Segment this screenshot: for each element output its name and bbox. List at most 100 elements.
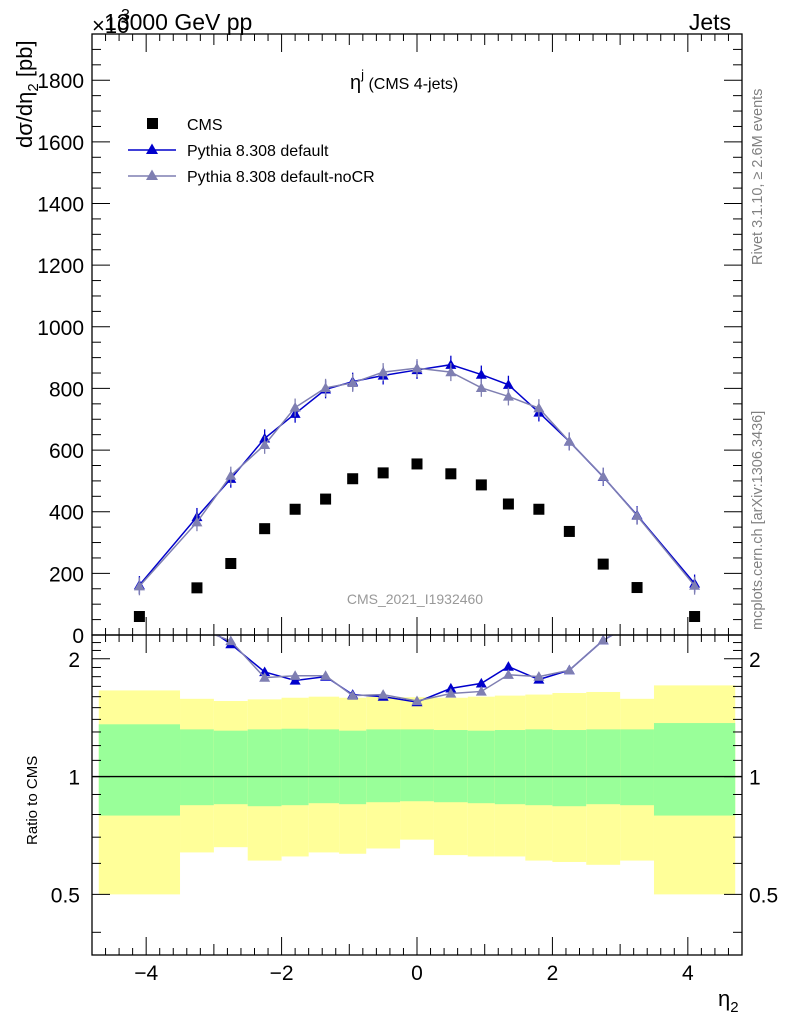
ratio-point-nocr <box>225 635 237 646</box>
uncertainty-band-stat <box>525 729 553 806</box>
energy-label: 13000 GeV pp <box>104 9 252 35</box>
y-tick-label: 1600 <box>37 132 84 155</box>
data-point-default <box>475 369 487 379</box>
ratio-point-nocr <box>377 689 389 699</box>
legend-nocr-marker <box>146 169 158 180</box>
y-tick-label: 800 <box>49 378 84 401</box>
y-tick-label: 400 <box>49 502 84 525</box>
data-point-cms <box>445 468 457 480</box>
process-label: Jets <box>689 9 731 35</box>
data-point-cms <box>563 525 575 537</box>
main-title-eta: η <box>350 72 361 94</box>
data-point-cms <box>259 523 271 535</box>
ratio-point-nocr <box>475 685 487 696</box>
x-tick-label: −2 <box>270 962 294 985</box>
ratio-y-tick-label: 2 <box>68 649 80 672</box>
data-point-cms <box>225 557 237 569</box>
mcplots-reference-label: mcplots.cern.ch [arXiv:1306.3436] <box>750 411 766 630</box>
uncertainty-band-stat <box>620 729 654 806</box>
ratio-point-default <box>445 682 457 693</box>
main-title-sup: j <box>360 67 364 82</box>
data-point-nocr <box>320 382 332 392</box>
ratio-point-nocr <box>632 615 643 625</box>
data-point-nocr <box>631 510 643 520</box>
uncertainty-band-stat <box>400 729 434 802</box>
data-point-nocr <box>563 435 575 446</box>
main-panel: 0 200 400 600 800 1000 1200 1400 1600 1800 ηj (CM… <box>12 33 743 648</box>
main-title-suffix: (CMS 4-jets) <box>364 76 458 93</box>
ratio-point-nocr <box>259 672 271 682</box>
ratio-point-default <box>689 597 700 607</box>
uncertainty-band-stat <box>339 730 367 805</box>
ratio-point-nocr <box>289 670 301 680</box>
x-axis-label: η2 <box>718 986 739 1016</box>
legend-cms-label: CMS <box>187 117 223 134</box>
x-tick-label: 4 <box>682 962 694 985</box>
uncertainty-band-stat <box>552 730 587 807</box>
data-point-cms <box>631 582 643 594</box>
ratio-point-nocr <box>502 669 514 679</box>
ratio-point-nocr <box>533 671 545 681</box>
data-point-cms <box>533 503 545 515</box>
uncertainty-band-stat <box>281 728 309 806</box>
uncertainty-band-stat <box>653 723 736 816</box>
x-axis-label-text: η <box>718 986 730 1011</box>
uncertainty-band-stat <box>366 729 401 803</box>
ratio-panel: −4 −2 0 2 40.5 0.51 12 2 Ratio to CMS η2 <box>24 597 778 1016</box>
data-point-nocr <box>689 580 701 590</box>
ratio-point-nocr <box>347 690 359 700</box>
x-tick-label: 2 <box>547 962 559 985</box>
data-point-cms <box>320 493 332 505</box>
legend-default-marker <box>146 143 158 154</box>
data-point-cms <box>289 503 301 515</box>
uncertainty-band-stat <box>494 730 526 805</box>
legend-nocr-label: Pythia 8.308 default-noCR <box>187 169 375 186</box>
ratio-point-nocr <box>320 670 332 680</box>
uncertainty-band-stat <box>213 730 248 805</box>
data-point-cms <box>191 582 203 594</box>
uncertainty-band-stat <box>247 729 282 807</box>
data-point-nocr <box>411 362 423 373</box>
data-point-cms <box>475 479 487 491</box>
y-tick-label: 200 <box>49 563 84 586</box>
ratio-point-nocr <box>445 688 457 698</box>
legend-item-default: Pythia 8.308 default <box>128 143 329 160</box>
ratio-y-tick-label-right: 2 <box>749 649 761 672</box>
y-tick-label: 1000 <box>37 317 84 340</box>
uncertainty-band-stat <box>180 729 214 806</box>
data-point-nocr <box>259 439 271 449</box>
ratio-y-tick-label: 0.5 <box>51 884 80 907</box>
data-point-nocr <box>377 366 389 377</box>
data-point-cms <box>377 467 389 479</box>
ratio-point-default <box>632 615 643 625</box>
y-tick-label: 1400 <box>37 194 84 217</box>
ratio-y-tick-label-right: 1 <box>749 767 761 790</box>
ratio-y-tick-label-right: 0.5 <box>749 884 778 907</box>
series-line-nocr <box>138 367 696 587</box>
ratio-point-default <box>191 615 202 625</box>
data-point-cms <box>689 611 701 623</box>
y-tick-label: 1200 <box>37 255 84 278</box>
watermark: CMS_2021_I1932460 <box>347 591 483 607</box>
ratio-point-default <box>502 661 514 671</box>
main-y-axis-label-unit: [pb] <box>12 40 37 83</box>
legend-cms-marker <box>147 118 158 129</box>
data-point-nocr <box>445 366 457 377</box>
x-axis-label-sub: 2 <box>730 999 738 1016</box>
ratio-point-nocr <box>597 635 609 645</box>
y-tick-label: 1800 <box>37 70 84 93</box>
main-y-axis-label: dσ/dη2 [pb] <box>12 40 42 148</box>
data-point-nocr <box>347 377 359 388</box>
ratio-point-default <box>134 602 145 612</box>
uncertainty-band-stat <box>586 729 621 805</box>
data-point-nocr <box>225 470 237 480</box>
legend: CMS Pythia 8.308 default Pythia 8.308 de… <box>128 117 375 186</box>
data-point-nocr <box>533 402 545 413</box>
y-tick-label: 0 <box>72 625 84 648</box>
ratio-point-nocr <box>563 664 575 675</box>
series-line-default <box>138 363 696 586</box>
ratio-point-default <box>475 677 487 688</box>
ratio-point-nocr <box>411 695 423 706</box>
rivet-version-label: Rivet 3.1.10, ≥ 2.6M events <box>750 89 766 265</box>
